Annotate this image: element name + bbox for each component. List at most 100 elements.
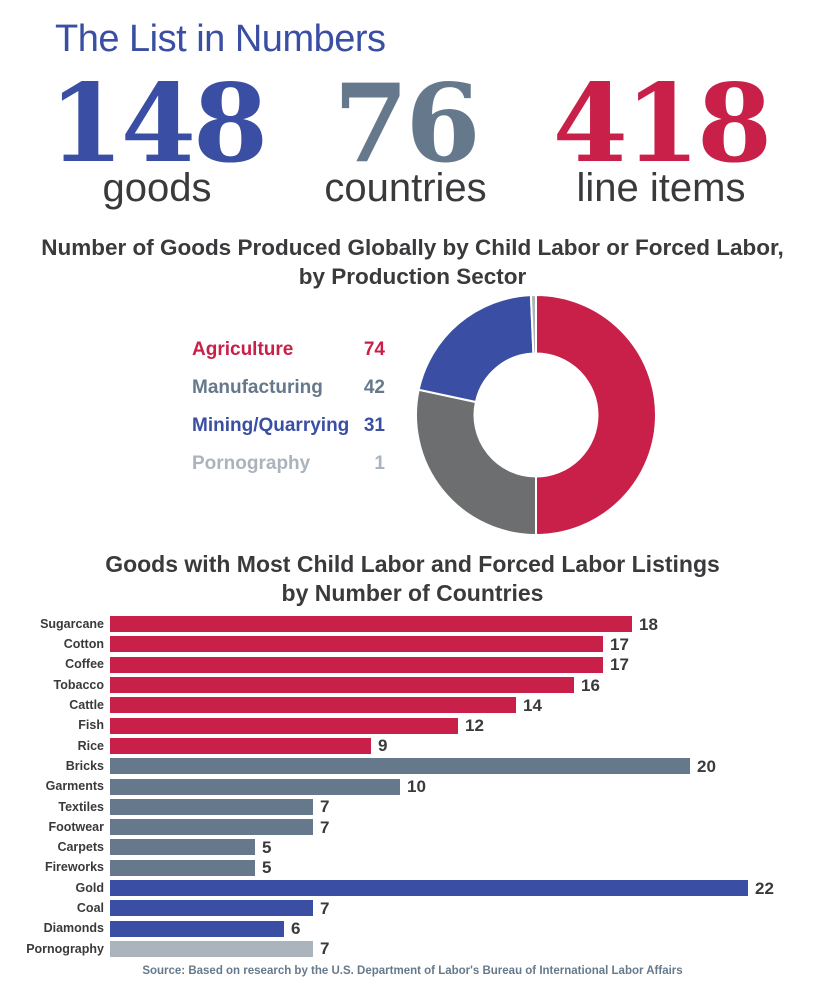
donut-segment-mining-quarrying <box>417 294 535 404</box>
bar-cattle <box>110 697 516 714</box>
bar-value-label: 7 <box>320 817 330 837</box>
bar-sugarcane <box>110 616 632 633</box>
bar-category-label: Coal <box>76 901 104 916</box>
bar-fireworks <box>110 859 255 876</box>
bar-value-label: 7 <box>320 898 330 918</box>
bar-chart-title-line-1: Goods with Most Child Labor and Forced L… <box>105 551 720 577</box>
bar-category-label: Fish <box>78 718 104 733</box>
stat-line-items-label: line items <box>576 166 746 210</box>
bar-row: Rice 9 <box>0 736 825 756</box>
bar-category-label: Rice <box>77 738 104 753</box>
bar-row: Diamonds 6 <box>0 918 825 938</box>
stat-goods: 148 goods <box>38 70 276 208</box>
bar-fish <box>110 717 458 734</box>
bar-category-label: Carpets <box>57 840 104 855</box>
bar-value-label: 18 <box>639 614 658 634</box>
donut-chart-title: Number of Goods Produced Globally by Chi… <box>0 234 825 291</box>
bar-category-label: Garments <box>45 779 104 794</box>
bar-coal <box>110 900 313 917</box>
legend-value: 31 <box>363 415 385 436</box>
bar-value-label: 12 <box>465 716 484 736</box>
legend-item: Mining/Quarrying 31 <box>192 415 385 454</box>
bar-value-label: 20 <box>697 756 716 776</box>
bar-rice <box>110 737 371 754</box>
bar-category-label: Tobacco <box>53 677 104 692</box>
bar-row: Carpets 5 <box>0 837 825 857</box>
bar-value-label: 10 <box>407 777 426 797</box>
bar-carpets <box>110 839 255 856</box>
bar-chart-title-line-2: by Number of Countries <box>281 579 544 606</box>
bar-footwear <box>110 819 313 836</box>
bar-row: Textiles 7 <box>0 797 825 817</box>
bar-category-label: Sugarcane <box>40 616 104 631</box>
legend-label: Agriculture <box>192 339 294 360</box>
bar-textiles <box>110 798 313 815</box>
bar-chart: Sugarcane 18 Cotton 17 Coffee 17 Tobacco 16 Catt… <box>0 614 825 959</box>
bar-row: Cotton 17 <box>0 634 825 654</box>
donut-legend: Agriculture 74 Manufacturing 42 Mining/Quarr… <box>192 339 385 492</box>
bar-value-label: 17 <box>610 655 629 675</box>
bar-category-label: Footwear <box>48 819 104 834</box>
bar-value-label: 22 <box>755 878 774 898</box>
stat-countries-value: 76 <box>333 61 480 187</box>
legend-item: Manufacturing 42 <box>192 377 385 416</box>
bar-category-label: Pornography <box>26 941 104 956</box>
bar-value-label: 7 <box>320 939 330 959</box>
legend-value: 42 <box>363 377 385 398</box>
bar-value-label: 5 <box>262 837 272 857</box>
bar-row: Cattle 14 <box>0 695 825 715</box>
legend-value: 1 <box>374 453 385 474</box>
donut-chart <box>415 293 657 537</box>
bar-cotton <box>110 636 603 653</box>
bar-chart-title: Goods with Most Child Labor and Forced L… <box>0 550 825 608</box>
donut-segment-manufacturing <box>415 388 537 537</box>
bar-tobacco <box>110 677 574 694</box>
donut-chart-title-line-1: Number of Goods Produced Globally by Chi… <box>41 235 784 260</box>
bar-row: Gold 22 <box>0 878 825 898</box>
legend-item: Agriculture 74 <box>192 339 385 378</box>
bar-category-label: Gold <box>75 880 104 895</box>
bar-row: Tobacco 16 <box>0 675 825 695</box>
bar-bricks <box>110 758 690 775</box>
bar-row: Bricks 20 <box>0 756 825 776</box>
bar-category-label: Diamonds <box>43 921 104 936</box>
bar-gold <box>110 880 748 896</box>
donut-chart-title-line-2: by Production Sector <box>298 263 527 289</box>
legend-value: 74 <box>363 339 385 360</box>
stat-countries-label: countries <box>324 166 487 210</box>
stat-countries: 76 countries <box>318 70 493 208</box>
bar-value-label: 16 <box>581 675 600 695</box>
legend-item: Pornography 1 <box>192 453 385 492</box>
bar-category-label: Fireworks <box>44 860 104 875</box>
bar-row: Fireworks 5 <box>0 858 825 878</box>
bar-garments <box>110 778 400 795</box>
bar-value-label: 17 <box>610 634 629 654</box>
bar-value-label: 6 <box>291 919 301 939</box>
bar-category-label: Cotton <box>63 637 104 652</box>
bar-category-label: Bricks <box>65 758 104 773</box>
donut-segment-pornography <box>529 293 537 355</box>
bar-coffee <box>110 656 603 673</box>
bar-row: Coffee 17 <box>0 655 825 675</box>
legend-label: Manufacturing <box>192 377 323 398</box>
bar-category-label: Textiles <box>58 799 104 814</box>
bar-value-label: 9 <box>378 736 388 756</box>
legend-label: Pornography <box>192 453 311 474</box>
stat-line-items-value: 418 <box>552 61 772 187</box>
source-note: Source: Based on research by the U.S. De… <box>142 965 683 977</box>
bar-value-label: 7 <box>320 797 330 817</box>
bar-row: Coal 7 <box>0 898 825 918</box>
bar-row: Footwear 7 <box>0 817 825 837</box>
donut-segment-agriculture <box>535 293 657 537</box>
bar-row: Fish 12 <box>0 715 825 735</box>
bar-value-label: 14 <box>523 695 542 715</box>
legend-label: Mining/Quarrying <box>192 415 350 436</box>
bar-pornography <box>110 940 313 957</box>
stat-goods-value: 148 <box>48 61 268 187</box>
stat-line-items: 418 line items <box>540 70 782 208</box>
bar-category-label: Cattle <box>69 698 104 713</box>
bar-row: Pornography 7 <box>0 939 825 959</box>
bar-diamonds <box>110 920 284 937</box>
bar-row: Sugarcane 18 <box>0 614 825 634</box>
